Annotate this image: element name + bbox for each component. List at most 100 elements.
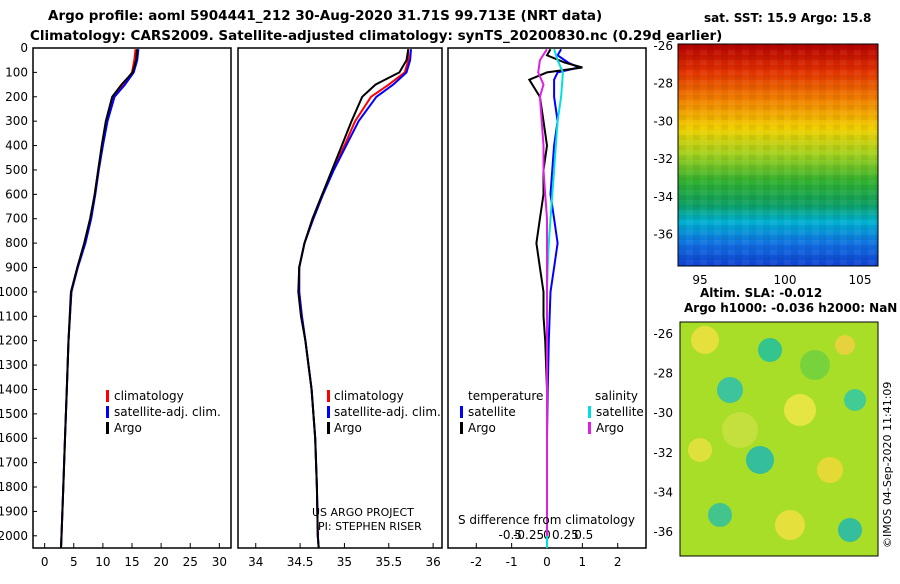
- x-tick-label: 34: [248, 555, 263, 569]
- legend-swatch-climatology: [106, 390, 109, 402]
- x-tick-label: 0: [41, 555, 49, 569]
- depth-tick-label: 1700: [0, 456, 28, 470]
- sst-map-frame: [677, 43, 879, 267]
- lat-tick-label: -36: [653, 525, 673, 539]
- legend-label-temp-argo: Argo: [468, 421, 496, 435]
- sla-anomaly-blob: [817, 457, 843, 483]
- sla-anomaly-blob: [717, 377, 743, 403]
- legend-swatch-climatology: [327, 390, 330, 402]
- imos-footer: ©IMOS 04-Sep-2020 11:41:09: [881, 382, 894, 548]
- legend-swatch-argo: [327, 422, 330, 434]
- salinity-legend: climatology satellite-adj. clim. Argo: [327, 389, 441, 435]
- series-line-satellite-adj-clim-: [60, 49, 140, 549]
- lat-tick-label: -26: [653, 39, 673, 53]
- lat-tick-label: -28: [653, 77, 673, 91]
- series-line-salinity-argo: [537, 48, 548, 536]
- series-line-argo: [60, 49, 139, 549]
- sla-anomaly-blob: [838, 518, 862, 542]
- sla-map: Altim. SLA: -0.012 Argo h1000: -0.036 h2…: [653, 286, 897, 557]
- difference-panel: -2 -1 0 1 2 -0.5-0.25 0 0.250.5 temperature sa…: [447, 47, 647, 569]
- lat-tick-label: -32: [653, 446, 673, 460]
- attribution-project: US ARGO PROJECT: [312, 506, 414, 519]
- legend-label-climatology: climatology: [334, 389, 404, 403]
- legend-swatch-sal-satellite: [588, 406, 591, 418]
- sla-anomaly-blob: [691, 326, 719, 354]
- sst-map: sat. SST: 15.9 Argo: 15.8 -26 -28 -30 -32 -3…: [653, 11, 879, 287]
- legend-label-sal-satellite: satellite: [596, 405, 644, 419]
- attribution-pi: PI: STEPHEN RISER: [318, 520, 422, 533]
- depth-tick-label: 1200: [0, 334, 28, 348]
- depth-tick-label: 100: [5, 65, 28, 79]
- x-tick-label: 2: [614, 555, 622, 569]
- legend-label-argo: Argo: [334, 421, 362, 435]
- x-tick-label: 35: [337, 555, 352, 569]
- x-tick-label: 36: [425, 555, 440, 569]
- temperature-legend: climatology satellite-adj. clim. Argo: [106, 389, 221, 435]
- sla-anomaly-blob: [688, 438, 712, 462]
- legend-swatch-argo: [106, 422, 109, 434]
- lon-tick-label: 100: [774, 273, 797, 287]
- lat-tick-label: -34: [653, 190, 673, 204]
- x-tick-label: -2: [470, 555, 482, 569]
- x-tick-label: 5: [70, 555, 78, 569]
- legend-swatch-temp-argo: [460, 422, 463, 434]
- depth-tick-label: 1100: [0, 309, 28, 323]
- legend-swatch-sal-argo: [588, 422, 591, 434]
- depth-tick-label: 500: [5, 163, 28, 177]
- series-line-temperature-argo: [527, 48, 583, 536]
- x-tick-label: 1: [579, 555, 587, 569]
- temperature-plot-frame: [32, 47, 232, 549]
- depth-tick-label: 700: [5, 212, 28, 226]
- lat-tick-label: -28: [653, 367, 673, 381]
- figure-title-line1: Argo profile: aoml 5904441_212 30-Aug-20…: [48, 8, 602, 24]
- depth-tick-label: 1900: [0, 504, 28, 518]
- depth-tick-label: 1800: [0, 480, 28, 494]
- sla-anomaly-blob: [775, 510, 805, 540]
- x-tick-label: 30: [212, 555, 227, 569]
- lat-tick-label: -32: [653, 152, 673, 166]
- depth-tick-label: 600: [5, 187, 28, 201]
- depth-tick-label: 1300: [0, 358, 28, 372]
- lat-tick-label: -30: [653, 406, 673, 420]
- sla-anomaly-blob: [835, 335, 855, 355]
- depth-tick-label: 2000: [0, 529, 28, 543]
- legend-heading-temperature: temperature: [468, 389, 543, 403]
- legend-label-temp-satellite: satellite: [468, 405, 516, 419]
- legend-swatch-satellite-adj: [327, 406, 330, 418]
- legend-label-satellite-adj: satellite-adj. clim.: [334, 405, 441, 419]
- salinity-plot-frame: [237, 47, 443, 549]
- lat-tick-label: -34: [653, 485, 673, 499]
- lon-tick-label: 95: [692, 273, 707, 287]
- sla-anomaly-blob: [708, 503, 732, 527]
- temperature-panel: 0100200300400500600700800900100011001200…: [0, 41, 232, 569]
- depth-tick-label: 300: [5, 114, 28, 128]
- depth-tick-label: 1400: [0, 382, 28, 396]
- top-tick-label: 0.5: [574, 528, 593, 542]
- sla-anomaly-blob: [758, 338, 782, 362]
- figure-title-line2: Climatology: CARS2009. Satellite-adjuste…: [30, 28, 722, 44]
- lat-tick-label: -26: [653, 327, 673, 341]
- legend-label-argo: Argo: [114, 421, 142, 435]
- top-tick-label: -0.5: [499, 528, 522, 542]
- depth-tick-label: 200: [5, 90, 28, 104]
- series-line-temperature-satellite: [546, 48, 582, 548]
- depth-tick-label: 0: [20, 41, 28, 55]
- legend-label-climatology: climatology: [114, 389, 184, 403]
- difference-legend: temperature salinity satellite Argo sate…: [460, 389, 644, 435]
- sla-anomaly-blob: [746, 446, 774, 474]
- top-tick-label: -0.25: [513, 528, 544, 542]
- salinity-panel: 34 34.5 35 35.5 36 climatology satellite-adj…: [237, 47, 443, 569]
- top-tick-label: 0.25: [552, 528, 579, 542]
- legend-swatch-temp-satellite: [460, 406, 463, 418]
- depth-tick-label: 800: [5, 236, 28, 250]
- depth-tick-label: 400: [5, 139, 28, 153]
- legend-swatch-satellite-adj: [106, 406, 109, 418]
- difference-xlabel: S difference from climatology: [458, 513, 635, 527]
- depth-tick-label: 1500: [0, 407, 28, 421]
- depth-tick-label: 900: [5, 261, 28, 275]
- legend-label-satellite-adj: satellite-adj. clim.: [114, 405, 221, 419]
- depth-tick-label: 1000: [0, 285, 28, 299]
- sla-anomaly-blob: [722, 412, 758, 448]
- x-tick-label: 35.5: [375, 555, 402, 569]
